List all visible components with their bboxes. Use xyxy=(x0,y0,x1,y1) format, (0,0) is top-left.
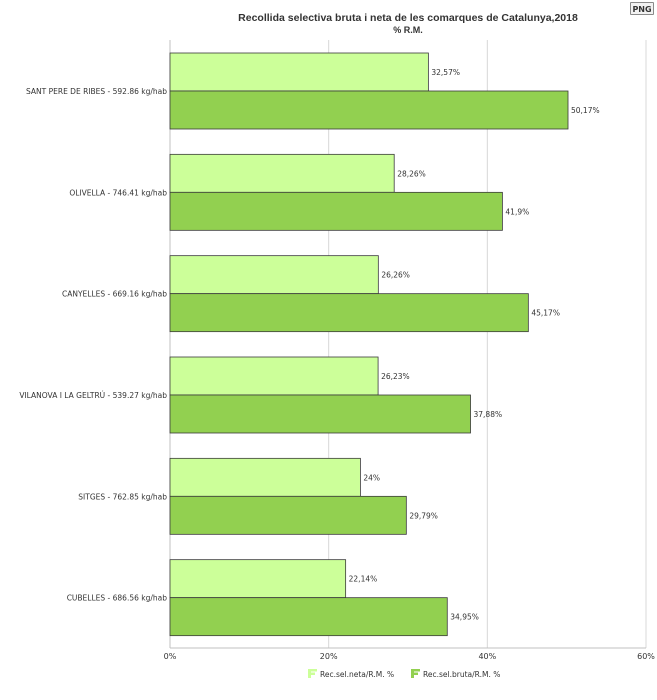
bar-bruta[interactable] xyxy=(169,495,407,535)
category-label: SANT PERE DE RIBES - 592.86 kg/hab xyxy=(26,87,167,96)
bar-bruta[interactable] xyxy=(169,597,448,637)
bar-bruta[interactable] xyxy=(169,191,503,231)
bar-bruta[interactable] xyxy=(169,90,569,130)
x-tick-label: 0% xyxy=(164,652,177,661)
legend[interactable]: Rec.sel.neta/R.M. % Rec.sel.bruta/R.M. % xyxy=(308,669,500,679)
legend-swatch xyxy=(411,669,414,678)
category-label: OLIVELLA - 746.41 kg/hab xyxy=(69,188,167,197)
legend-item[interactable]: Rec.sel.neta/R.M. % xyxy=(308,669,394,679)
bar-neta[interactable] xyxy=(169,255,379,295)
legend-swatch xyxy=(414,669,420,672)
bar-neta[interactable] xyxy=(169,153,395,193)
legend-label: Rec.sel.neta/R.M. % xyxy=(320,670,394,679)
data-label: 41,9% xyxy=(505,207,529,216)
category-labels: SANT PERE DE RIBES - 592.86 kg/hab OLIVEL… xyxy=(19,87,167,603)
legend-swatch xyxy=(311,672,315,675)
x-tick-label: 40% xyxy=(478,652,496,661)
category-label: SITGES - 762.85 kg/hab xyxy=(78,492,167,501)
bars xyxy=(169,52,569,637)
chart-title: Recollida selectiva bruta i neta de les … xyxy=(238,12,578,24)
data-label: 32,57% xyxy=(431,68,460,77)
bar-bruta[interactable] xyxy=(169,394,471,434)
x-tick-label: 60% xyxy=(637,652,655,661)
legend-label: Rec.sel.bruta/R.M. % xyxy=(423,670,500,679)
category-label: CUBELLES - 686.56 kg/hab xyxy=(67,594,168,603)
legend-swatch xyxy=(308,669,311,678)
category-label: CANYELLES - 669.16 kg/hab xyxy=(62,290,167,299)
data-label: 45,17% xyxy=(531,309,560,318)
bar-neta[interactable] xyxy=(169,356,379,396)
png-export-button[interactable]: PNG xyxy=(630,2,654,15)
data-label: 50,17% xyxy=(571,106,600,115)
x-tick-label: 20% xyxy=(320,652,338,661)
data-label: 24% xyxy=(363,473,380,482)
data-label: 22,14% xyxy=(349,575,378,584)
legend-swatch xyxy=(414,672,418,675)
data-label: 26,26% xyxy=(381,271,410,280)
category-label: VILANOVA I LA GELTRÚ - 539.27 kg/hab xyxy=(19,391,167,400)
data-label: 29,79% xyxy=(409,511,438,520)
chart-subtitle: % R.M. xyxy=(393,25,423,35)
data-labels: 32,57% 50,17% 28,26% 41,9% 26,26% 45,17% 26,23… xyxy=(349,68,600,622)
data-label: 34,95% xyxy=(450,613,479,622)
grid xyxy=(169,40,647,649)
bar-neta[interactable] xyxy=(169,457,361,497)
data-label: 26,23% xyxy=(381,372,410,381)
data-label: 37,88% xyxy=(474,410,503,419)
legend-swatch xyxy=(311,669,317,672)
data-label: 28,26% xyxy=(397,169,426,178)
bar-bruta[interactable] xyxy=(169,293,529,333)
legend-item[interactable]: Rec.sel.bruta/R.M. % xyxy=(411,669,500,679)
bar-neta[interactable] xyxy=(169,52,429,92)
bar-neta[interactable] xyxy=(169,559,347,599)
x-axis-ticks: 0% 20% 40% 60% xyxy=(164,652,656,661)
